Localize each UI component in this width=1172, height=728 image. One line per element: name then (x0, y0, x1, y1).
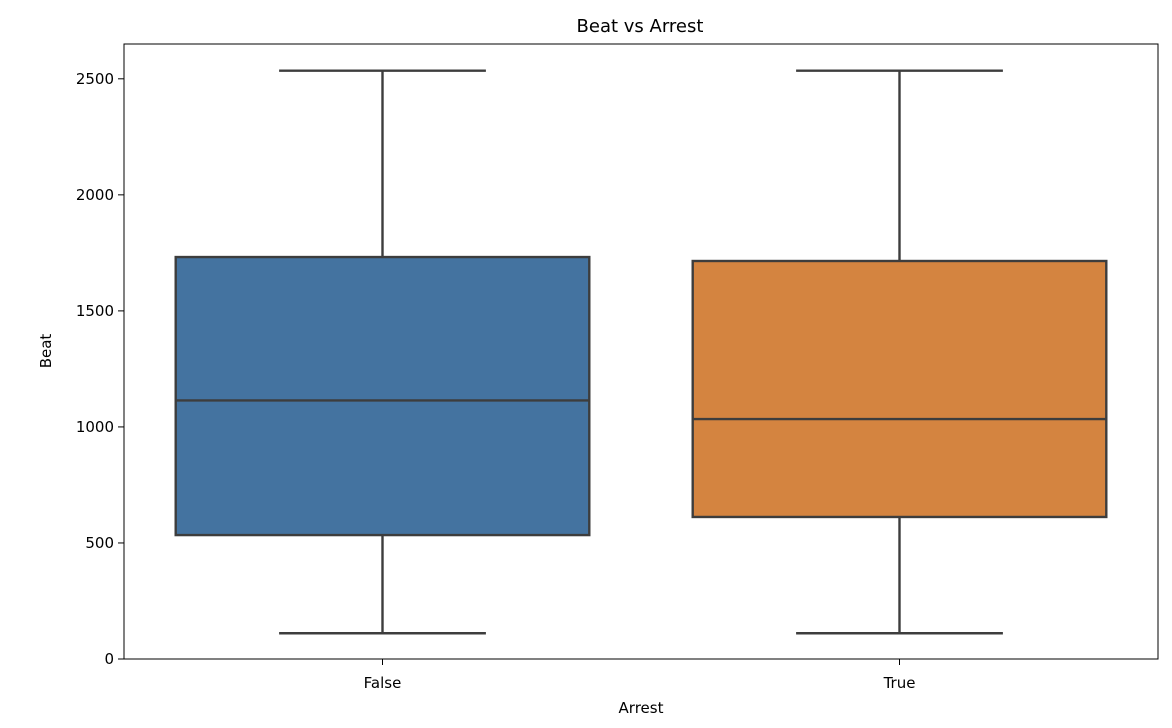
plot-area: 0 500 1000 1500 2000 2500 False True (76, 69, 1108, 692)
box-false (174, 255, 591, 537)
box-true (691, 259, 1108, 519)
x-tick-label: False (364, 674, 402, 692)
y-tick-label: 1500 (76, 302, 114, 320)
y-tick-label: 2000 (76, 186, 114, 204)
y-tick-label: 1000 (76, 418, 114, 436)
chart-title: Beat vs Arrest (577, 16, 704, 37)
x-axis-label: Arrest (619, 699, 664, 717)
y-tick-label: 0 (104, 650, 114, 668)
plot-frame (123, 43, 1159, 660)
x-tick-label: True (883, 674, 916, 692)
y-tick-label: 500 (85, 534, 114, 552)
y-axis-label: Beat (37, 334, 55, 369)
y-tick-label: 2500 (76, 70, 114, 88)
